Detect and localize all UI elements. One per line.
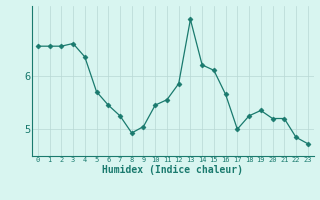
- X-axis label: Humidex (Indice chaleur): Humidex (Indice chaleur): [102, 165, 243, 175]
